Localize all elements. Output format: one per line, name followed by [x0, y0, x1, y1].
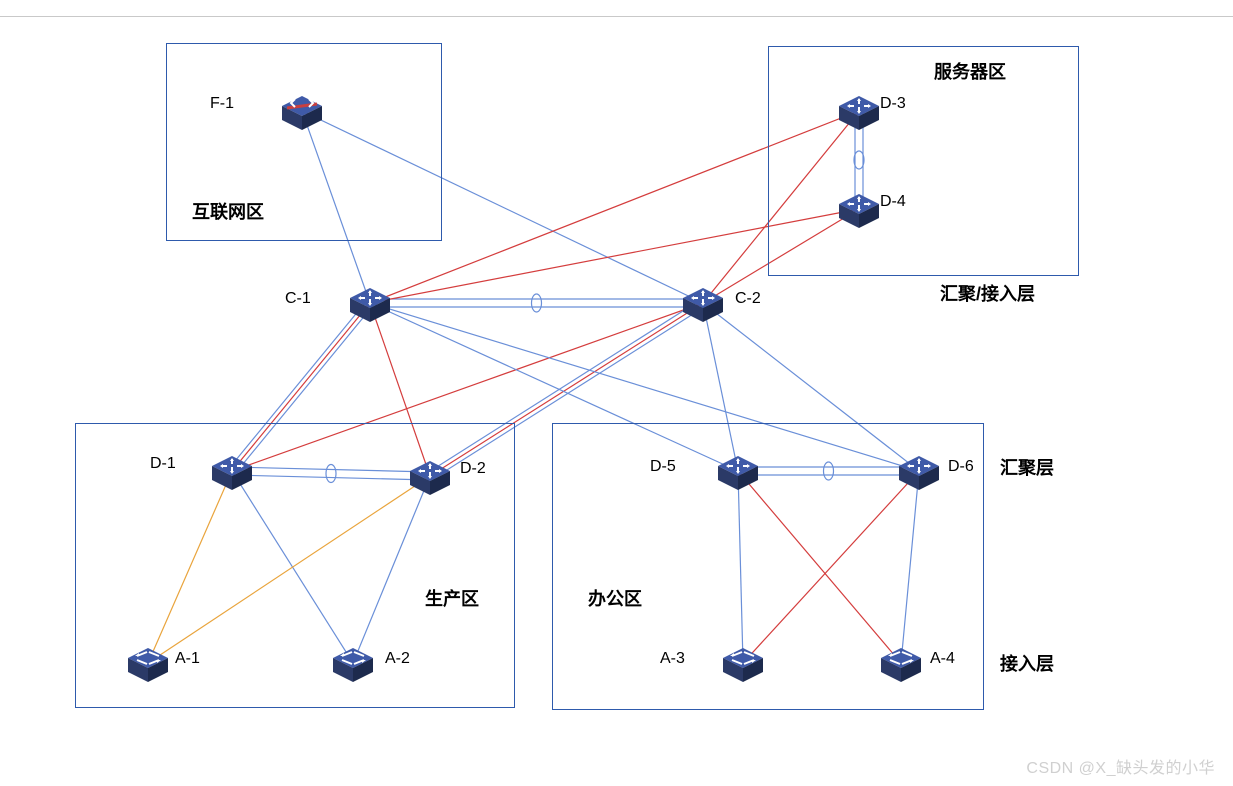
- zone-label-internet: 互联网区: [192, 198, 264, 224]
- side-label: 汇聚/接入层: [940, 280, 1035, 306]
- device-label-C1: C-1: [285, 290, 311, 308]
- device-label-A4: A-4: [930, 650, 955, 668]
- device-D6: [894, 450, 944, 492]
- device-C1: [345, 282, 395, 324]
- device-label-A3: A-3: [660, 650, 685, 668]
- device-label-D5: D-5: [650, 458, 676, 476]
- side-label: 接入层: [1000, 650, 1054, 676]
- zone-label-server: 服务器区: [934, 58, 1006, 84]
- zone-server: [768, 46, 1079, 276]
- device-C2: [678, 282, 728, 324]
- device-A1: [123, 642, 173, 684]
- watermark: CSDN @X_缺头发的小华: [1026, 754, 1215, 778]
- side-label: 汇聚层: [1000, 454, 1054, 480]
- device-A2: [328, 642, 378, 684]
- device-label-D3: D-3: [880, 95, 906, 113]
- device-D4: [834, 188, 884, 230]
- device-label-D2: D-2: [460, 460, 486, 478]
- zone-label-office: 办公区: [588, 585, 642, 611]
- device-label-C2: C-2: [735, 290, 761, 308]
- device-label-A1: A-1: [175, 650, 200, 668]
- device-label-D1: D-1: [150, 455, 176, 473]
- device-D3: [834, 90, 884, 132]
- device-D5: [713, 450, 763, 492]
- device-label-F1: F-1: [210, 95, 234, 113]
- zone-label-prod: 生产区: [425, 585, 479, 611]
- device-D2: [405, 455, 455, 497]
- device-label-A2: A-2: [385, 650, 410, 668]
- top-divider: [0, 16, 1233, 17]
- diagram-canvas: CSDN @X_缺头发的小华 互联网区 服务器区生产区 办公区 汇聚/接入层汇聚层接入…: [0, 0, 1233, 786]
- device-F1: [277, 90, 327, 132]
- device-label-D6: D-6: [948, 458, 974, 476]
- device-A4: [876, 642, 926, 684]
- device-A3: [718, 642, 768, 684]
- device-D1: [207, 450, 257, 492]
- device-label-D4: D-4: [880, 193, 906, 211]
